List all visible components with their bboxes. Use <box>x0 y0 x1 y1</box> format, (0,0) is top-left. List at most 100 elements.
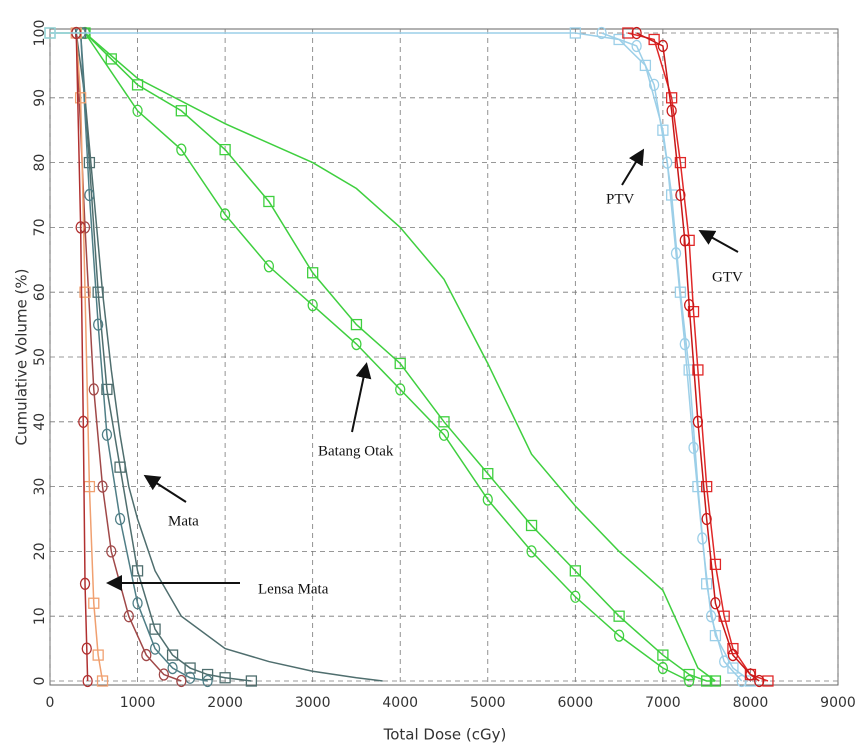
marker <box>82 674 93 688</box>
x-tick-label: 5000 <box>470 695 506 711</box>
marker <box>263 195 275 208</box>
x-tick-label: 3000 <box>295 695 331 711</box>
series-line <box>50 32 716 682</box>
series-line <box>84 32 716 682</box>
marker <box>683 668 695 681</box>
series-line <box>75 32 182 682</box>
x-tick-label: 7000 <box>645 695 681 711</box>
marker <box>96 675 109 687</box>
marker <box>74 92 87 104</box>
annotation: Lensa Mata <box>258 581 329 597</box>
marker <box>525 519 538 532</box>
series-line <box>601 32 743 682</box>
marker <box>622 27 634 39</box>
marker <box>762 675 774 687</box>
marker <box>395 383 406 396</box>
marker <box>149 623 161 635</box>
marker <box>657 649 669 661</box>
marker <box>81 642 92 655</box>
marker <box>78 415 89 428</box>
marker <box>114 512 126 526</box>
marker <box>141 648 152 662</box>
marker <box>92 649 104 661</box>
marker <box>684 299 695 312</box>
marker <box>613 610 625 622</box>
marker <box>631 39 642 53</box>
marker <box>88 597 100 609</box>
y-tick-label: 10 <box>32 607 48 625</box>
series-line <box>79 32 252 682</box>
annotation: GTV <box>712 269 743 285</box>
y-tick-label: 70 <box>32 218 48 236</box>
marker <box>639 59 652 72</box>
marker <box>184 662 196 674</box>
annotation-arrow <box>351 362 372 433</box>
marker <box>482 467 494 480</box>
marker <box>114 461 126 473</box>
marker <box>101 383 113 396</box>
marker <box>166 649 179 661</box>
y-tick-label: 100 <box>32 20 48 47</box>
marker <box>79 577 91 590</box>
marker <box>438 428 450 441</box>
marker <box>744 675 757 687</box>
marker <box>307 267 319 279</box>
marker <box>202 674 213 688</box>
marker <box>666 104 677 117</box>
marker <box>631 26 642 40</box>
marker <box>692 364 704 376</box>
marker <box>657 661 669 675</box>
marker <box>132 597 143 610</box>
x-tick-label: 8000 <box>733 695 769 711</box>
marker <box>263 260 275 273</box>
marker <box>736 674 747 688</box>
marker <box>351 337 362 351</box>
x-tick-label: 4000 <box>382 695 418 711</box>
x-axis-label: Total Dose (cGy) <box>383 726 507 744</box>
y-axis-label: Cumulative Volume (%) <box>13 269 31 446</box>
x-tick-label: 2000 <box>207 695 243 711</box>
marker <box>219 672 231 684</box>
marker <box>754 674 765 688</box>
marker <box>613 33 625 46</box>
x-tick-label: 9000 <box>820 695 856 711</box>
marker <box>745 668 756 681</box>
y-tick-label: 0 <box>32 677 48 686</box>
marker <box>84 188 95 202</box>
marker <box>674 156 687 169</box>
annotation-arrow <box>698 230 739 253</box>
marker <box>88 383 99 396</box>
marker <box>482 493 493 506</box>
marker <box>709 675 722 687</box>
marker <box>176 674 187 688</box>
marker <box>675 188 686 202</box>
marker <box>83 156 96 169</box>
marker <box>44 27 56 39</box>
y-tick-label: 50 <box>32 348 48 366</box>
x-tick-label: 6000 <box>558 695 594 711</box>
marker <box>307 299 318 312</box>
y-tick-label: 20 <box>32 542 48 560</box>
annotation: Batang Otak <box>318 443 394 459</box>
marker <box>526 545 537 558</box>
marker <box>727 662 739 674</box>
y-tick-label: 30 <box>32 478 48 496</box>
marker <box>106 545 117 558</box>
annotation: PTV <box>606 191 635 207</box>
marker <box>158 668 169 681</box>
x-tick-label: 1000 <box>120 695 156 711</box>
marker <box>245 675 258 687</box>
marker <box>105 53 117 65</box>
marker <box>149 642 161 655</box>
marker <box>657 39 669 53</box>
marker <box>97 480 108 493</box>
marker <box>219 143 231 156</box>
marker <box>679 337 690 351</box>
marker <box>75 221 86 234</box>
marker <box>701 512 712 526</box>
marker <box>596 26 607 40</box>
marker <box>79 286 91 298</box>
marker <box>648 78 660 91</box>
marker <box>613 629 625 642</box>
